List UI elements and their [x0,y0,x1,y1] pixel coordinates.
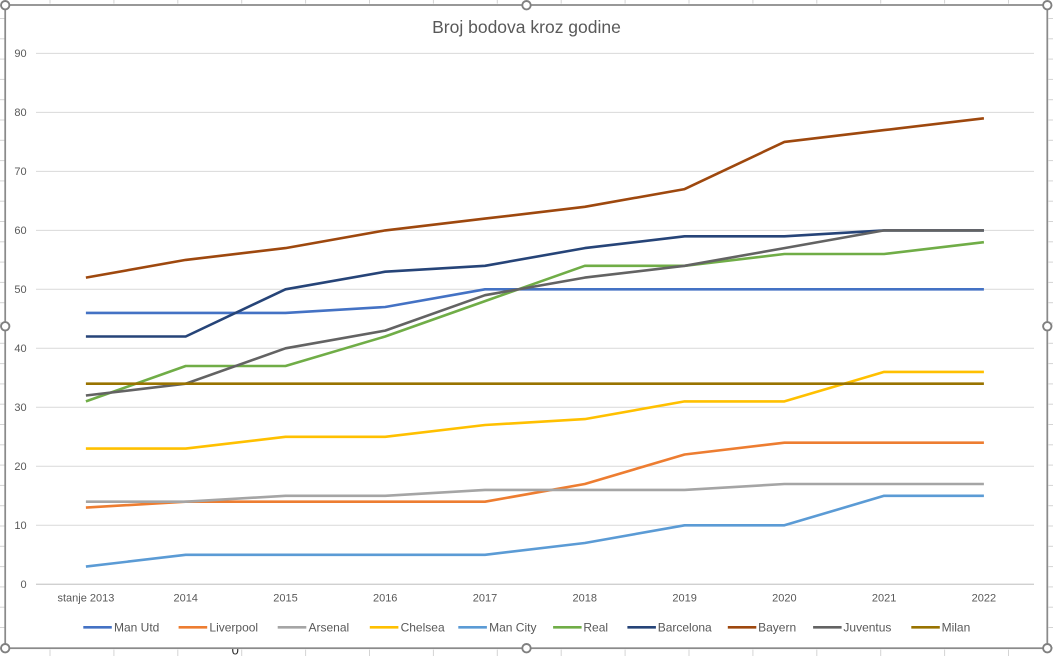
svg-text:Real: Real [583,621,608,635]
svg-text:30: 30 [14,402,26,414]
svg-text:Arsenal: Arsenal [309,621,350,635]
svg-text:Bayern: Bayern [758,621,796,635]
svg-text:Chelsea: Chelsea [401,621,445,635]
svg-text:Man City: Man City [489,621,536,635]
svg-text:2020: 2020 [772,593,796,605]
svg-text:0: 0 [20,579,26,591]
svg-text:2017: 2017 [473,593,497,605]
svg-text:10: 10 [14,520,26,532]
svg-text:80: 80 [14,107,26,119]
svg-text:2019: 2019 [672,593,696,605]
svg-text:2016: 2016 [373,593,397,605]
svg-text:0: 0 [232,643,239,656]
svg-text:90: 90 [14,48,26,60]
svg-text:20: 20 [14,461,26,473]
svg-text:stanje 2013: stanje 2013 [57,593,114,605]
svg-text:50: 50 [14,284,26,296]
svg-text:Milan: Milan [942,621,971,635]
svg-text:Juventus: Juventus [843,621,891,635]
svg-text:2018: 2018 [573,593,597,605]
svg-text:Liverpool: Liverpool [209,621,258,635]
svg-text:2022: 2022 [972,593,996,605]
svg-text:Broj bodova kroz godine: Broj bodova kroz godine [432,17,621,37]
svg-text:60: 60 [14,225,26,237]
svg-text:Barcelona: Barcelona [658,621,712,635]
svg-text:40: 40 [14,343,26,355]
svg-text:2014: 2014 [173,593,197,605]
svg-text:2021: 2021 [872,593,896,605]
svg-text:Man Utd: Man Utd [114,621,159,635]
svg-text:2015: 2015 [273,593,297,605]
svg-text:70: 70 [14,166,26,178]
